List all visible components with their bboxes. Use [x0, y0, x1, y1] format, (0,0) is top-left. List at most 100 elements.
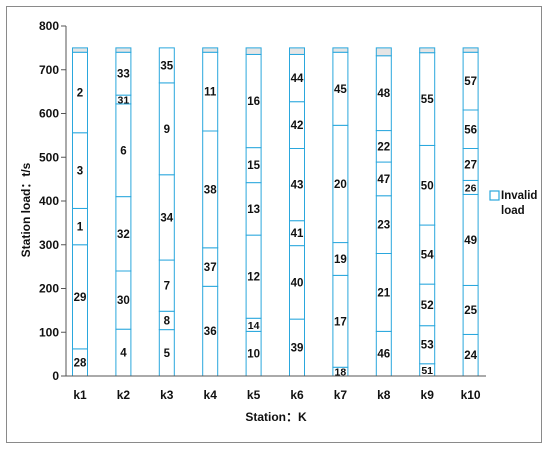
segment-label: 20 [334, 179, 347, 191]
segment-label: 22 [377, 141, 390, 153]
station-bar-k8: 46 21 23 47 22 48 [375, 47, 392, 377]
x-tick-label: k2 [117, 388, 131, 402]
segment-label: 49 [464, 235, 477, 247]
segment-label: 13 [247, 204, 260, 216]
segment-label: 34 [160, 212, 173, 224]
invalid-load-segment [462, 47, 479, 53]
invalid-load-segment [419, 47, 436, 54]
segment-label: 11 [204, 87, 217, 99]
station-bar-k3: 5 8 7 34 9 35 [158, 47, 175, 377]
segment-label: 18 [335, 367, 347, 379]
station-bar-k5: 10 14 12 13 15 16 [245, 47, 262, 377]
segment-label: 25 [464, 305, 477, 317]
segment-label: 39 [291, 343, 304, 355]
segment-label: 10 [247, 349, 260, 361]
station-bar-k10: 24 25 49 26 27 56 57 [462, 47, 479, 377]
segment-label: 2 [77, 88, 83, 100]
segment-label: 1 [77, 222, 84, 234]
segment-label: 28 [74, 357, 87, 369]
segment-label: 16 [247, 96, 260, 108]
x-tick-label: k1 [73, 388, 87, 402]
segment-label: 54 [421, 250, 434, 262]
x-tick-label: k7 [334, 388, 348, 402]
y-tick-label: 300 [39, 238, 59, 252]
y-tick-label: 0 [52, 369, 59, 383]
legend-swatch [489, 190, 500, 201]
x-tick-label: k6 [290, 388, 304, 402]
segment-label: 9 [164, 124, 170, 136]
invalid-load-segment [245, 47, 262, 55]
segment-label: 33 [117, 69, 130, 81]
bar-segment [158, 47, 175, 84]
segment-label: 19 [334, 254, 347, 266]
segment-label: 50 [421, 180, 434, 192]
segment-label: 30 [117, 295, 130, 307]
invalid-load-segment [202, 47, 219, 53]
segment-label: 24 [464, 350, 477, 362]
segment-label: 35 [160, 60, 173, 72]
x-tick-label: k4 [204, 388, 218, 402]
y-tick-label: 100 [39, 325, 59, 339]
segment-label: 40 [291, 277, 304, 289]
station-bar-k7: 18 17 19 20 45 [332, 47, 349, 379]
invalid-load-segment [332, 47, 349, 53]
segment-label: 23 [377, 220, 390, 232]
segment-label: 12 [247, 272, 260, 284]
y-axis-label: Station load：t/s [19, 162, 33, 257]
station-bar-k1: 28 29 1 3 2 [72, 47, 88, 377]
station-bar-k9: 51 53 52 54 50 55 [419, 47, 436, 377]
y-tick-label: 200 [39, 282, 59, 296]
y-axis: 0 100 200 300 400 500 600 700 800 [39, 19, 67, 383]
x-tick-label: k5 [247, 388, 261, 402]
segment-label: 6 [120, 145, 126, 157]
segment-label: 47 [377, 174, 390, 186]
x-tick-label: k9 [421, 388, 435, 402]
segment-label: 56 [464, 124, 477, 136]
segment-label: 36 [204, 326, 217, 338]
y-tick-label: 500 [39, 150, 59, 164]
y-tick-label: 600 [39, 107, 59, 121]
segment-label: 5 [164, 348, 171, 360]
segment-label: 38 [204, 184, 217, 196]
segment-label: 15 [247, 160, 260, 172]
segment-label: 27 [464, 159, 477, 171]
segment-label: 14 [248, 320, 260, 332]
segment-label: 21 [377, 287, 390, 299]
chart-frame [6, 6, 542, 443]
segment-label: 42 [291, 120, 304, 132]
segment-label: 53 [421, 340, 434, 352]
segment-label: 3 [77, 166, 83, 178]
x-axis: k1 k2 k3 k4 k5 k6 k7 k8 k9 k10 [66, 375, 486, 402]
segment-label: 32 [117, 229, 130, 241]
segment-label: 43 [291, 180, 304, 192]
station-bar-k2: 4 30 32 6 31 33 [115, 47, 132, 377]
invalid-load-segment [289, 47, 305, 55]
segment-label: 55 [421, 94, 434, 106]
x-tick-label: k10 [461, 388, 481, 402]
legend: Invalid load [489, 190, 537, 217]
y-tick-label: 700 [39, 63, 59, 77]
invalid-load-segment [115, 47, 132, 53]
segment-label: 46 [377, 349, 390, 361]
segment-label: 29 [74, 292, 87, 304]
segment-label: 26 [465, 182, 477, 194]
segment-label: 4 [120, 348, 127, 360]
segment-label: 37 [204, 262, 217, 274]
x-axis-label: Station：K [245, 410, 307, 424]
legend-label: Invalid load [501, 190, 537, 217]
x-tick-label: k3 [160, 388, 174, 402]
bars: 2829132430326313358734935363738111014121… [72, 47, 479, 379]
station-bar-k6: 39 40 41 43 42 44 [289, 47, 305, 377]
segment-label: 8 [164, 315, 171, 327]
station-bar-k4: 36 37 38 11 [202, 47, 219, 377]
segment-label: 45 [334, 84, 347, 96]
segment-label: 31 [118, 95, 130, 107]
segment-label: 48 [377, 88, 390, 100]
segment-label: 51 [421, 365, 433, 377]
segment-label: 7 [164, 281, 170, 293]
invalid-load-segment [375, 47, 392, 57]
segment-label: 52 [421, 300, 434, 312]
x-tick-label: k8 [377, 388, 391, 402]
invalid-load-segment [72, 47, 88, 53]
y-tick-label: 400 [39, 194, 59, 208]
